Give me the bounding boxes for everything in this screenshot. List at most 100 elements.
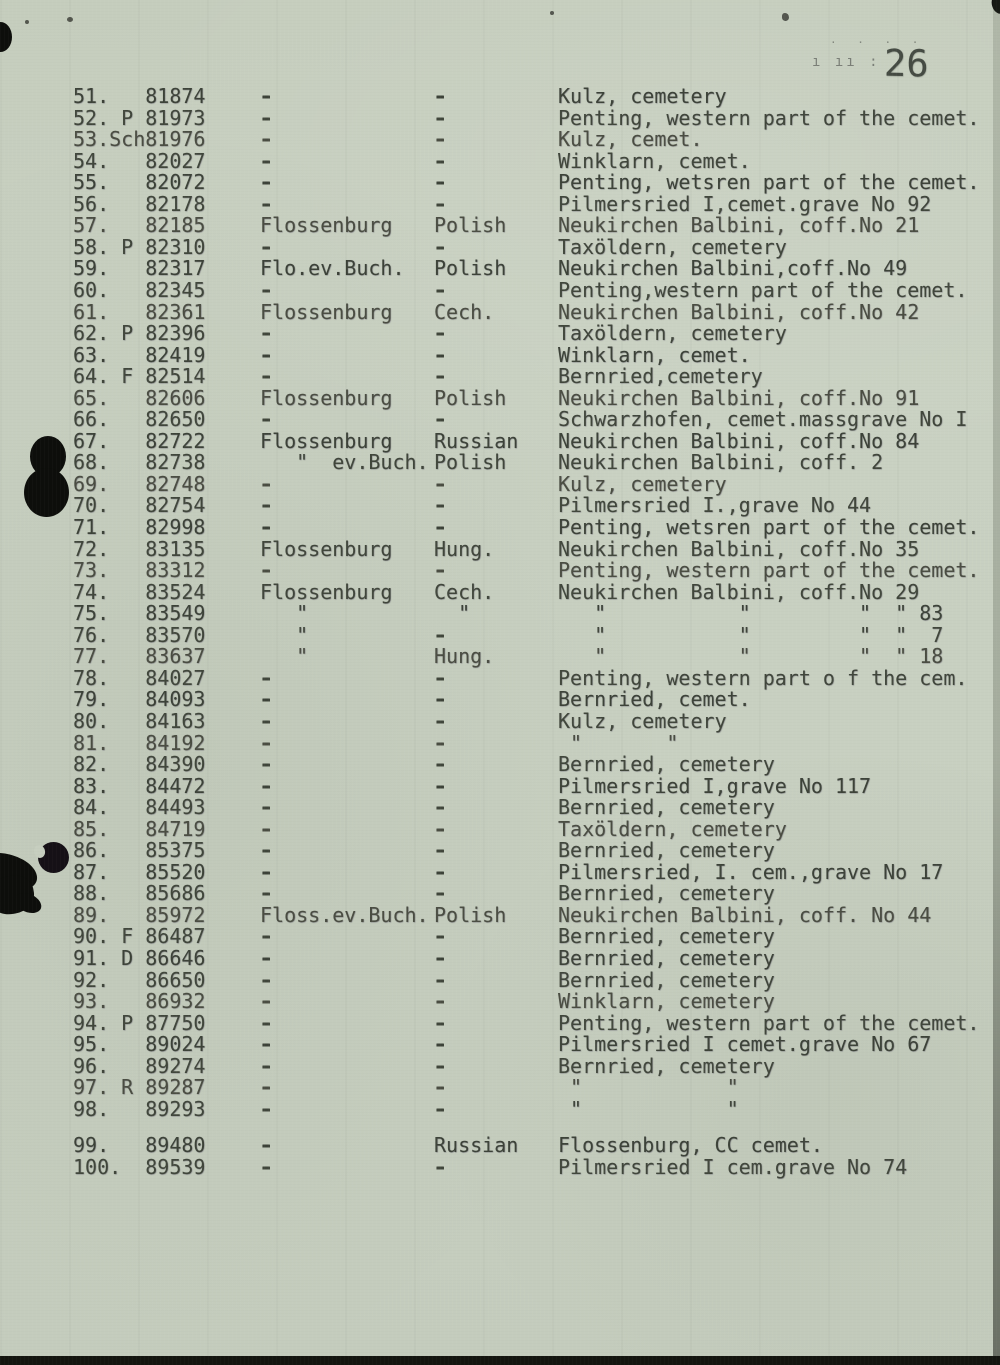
camp-column-value: - (260, 859, 273, 884)
nationality-column-value: - (434, 924, 447, 949)
row-number-and-prisoner-id: 88. 85686 (73, 881, 206, 906)
table-row: 71. 82998 - - Penting, wetsren part of t… (0, 517, 1000, 539)
camp-column-value: - (260, 321, 273, 346)
paper-speck (25, 20, 29, 24)
nationality-column-value: - (434, 515, 447, 539)
row-number-and-prisoner-id: 52. P 81973 (73, 105, 206, 130)
row-number-and-prisoner-id: 59. 82317 (73, 256, 206, 281)
camp-column-value: - (260, 493, 273, 518)
paper-speck (550, 11, 554, 15)
burial-location-column-value: " " " " 18 (558, 644, 944, 669)
burial-location-column-value: Neukirchen Balbini, coff.No 42 (558, 299, 920, 324)
faint-dots-mark: . . . . (830, 33, 926, 46)
row-number-and-prisoner-id: 96. 89274 (73, 1053, 206, 1078)
row-number-and-prisoner-id: 94. P 87750 (73, 1010, 206, 1035)
table-row: 53.Sch81976 - - Kulz, cemet. (0, 129, 1000, 151)
nationality-column-value: - (434, 752, 447, 777)
table-row: 61. 82361 Flossenburg Cech. Neukirchen B… (0, 299, 1000, 324)
table-row: 98. 89293 - - " " (0, 1096, 1000, 1121)
burial-location-column-value: Penting, western part o f the cem. (558, 665, 968, 690)
camp-column-value: - (260, 687, 273, 712)
table-row: 70. 82754 - - Pilmersried I.,grave No 44 (0, 495, 1000, 517)
burial-location-column-value: Schwarzhofen, cemet.massgrave No I (558, 407, 968, 432)
nationality-column-value: - (434, 1154, 447, 1179)
row-number-and-prisoner-id: 92. 86650 (73, 967, 206, 992)
camp-column-value: - (260, 558, 273, 583)
burial-location-column-value: " " (558, 1096, 739, 1121)
table-row: 51. 81874 - - Kulz, cemetery (0, 86, 1000, 108)
camp-column-value: - (260, 1053, 273, 1078)
nationality-column-value: - (434, 1096, 447, 1121)
burial-location-column-value: Winklarn, cemet. (558, 148, 751, 173)
nationality-column-value: Polish (434, 256, 507, 281)
table-row: 65. 82606 Flossenburg Polish Neukirchen … (0, 385, 1000, 410)
camp-column-value: " ev.Buch. (260, 450, 429, 475)
table-row: 54. 82027 - - Winklarn, cemet. (0, 148, 1000, 173)
burial-location-column-value: Penting, wetsren part of the cemet. (558, 515, 980, 539)
camp-column-value: - (260, 708, 273, 733)
camp-column-value: - (260, 1032, 273, 1057)
table-row: 64. F 82514 - - Bernried,cemetery (0, 366, 1000, 388)
nationality-column-value: - (434, 773, 447, 798)
camp-column-value: - (260, 1133, 273, 1158)
nationality-column-value: - (434, 105, 447, 130)
row-number-and-prisoner-id: 68. 82738 (73, 450, 206, 475)
camp-column-value: - (260, 515, 273, 539)
camp-column-value: Flossenburg (260, 428, 393, 453)
row-number-and-prisoner-id: 66. 82650 (73, 407, 206, 432)
nationality-column-value: Cech. (434, 579, 495, 604)
burial-location-column-value: Neukirchen Balbini, coff.No 35 (558, 536, 920, 561)
table-row: 95. 89024 - - Pilmersried I cemet.grave … (0, 1034, 1000, 1056)
burial-location-column-value: " " " " 7 (558, 622, 944, 647)
camp-column-value: - (260, 924, 273, 949)
row-number-and-prisoner-id: 91. D 86646 (73, 946, 206, 970)
burial-location-column-value: Pilmersried I,cemet.grave No 92 (558, 191, 932, 216)
camp-column-value: - (260, 148, 273, 173)
burial-location-column-value: Pilmersried, I. cem.,grave No 17 (558, 859, 944, 884)
row-number-and-prisoner-id: 61. 82361 (73, 299, 206, 324)
burial-location-column-value: Winklarn, cemetery (558, 989, 775, 1014)
row-number-and-prisoner-id: 83. 84472 (73, 773, 206, 798)
row-number-and-prisoner-id: 65. 82606 (73, 385, 206, 410)
row-number-and-prisoner-id: 85. 84719 (73, 816, 206, 841)
row-number-and-prisoner-id: 53.Sch81976 (73, 127, 206, 152)
table-row: 60. 82345 - - Penting,western part of th… (0, 279, 1000, 302)
row-number-and-prisoner-id: 98. 89293 (73, 1096, 206, 1121)
camp-column-value: - (260, 105, 273, 130)
camp-column-value: Flossenburg (260, 385, 393, 410)
camp-column-value: - (260, 838, 273, 863)
table-row: 77. 83637 " Hung. " " " " 18 (0, 646, 1000, 668)
row-number-and-prisoner-id: 67. 82722 (73, 428, 206, 453)
burial-location-column-value: Taxöldern, cemetery (558, 234, 787, 259)
row-number-and-prisoner-id: 63. 82419 (73, 342, 206, 367)
table-row: 82. 84390 - - Bernried, cemetery (0, 754, 1000, 776)
table-row: 55. 82072 - - Penting, wetsren part of t… (0, 172, 1000, 194)
burial-location-column-value: Neukirchen Balbini, coff.No 29 (558, 579, 920, 604)
nationality-column-value: - (434, 946, 447, 970)
nationality-column-value: - (434, 558, 447, 583)
burial-location-column-value: Taxöldern, cemetery (558, 321, 787, 346)
row-number-and-prisoner-id: 99. 89480 (73, 1133, 206, 1158)
burial-location-column-value: Penting, western part of the cemet. (558, 1010, 980, 1035)
table-row: 78. 84027 - - Penting, western part o f … (0, 665, 1000, 690)
row-number-and-prisoner-id: 71. 82998 (73, 515, 206, 539)
camp-column-value: - (260, 795, 273, 820)
table-row: 59. 82317 Flo.ev.Buch. Polish Neukirchen… (0, 258, 1000, 280)
ink-blot-top-left-edge (0, 22, 12, 52)
table-row: 66. 82650 - - Schwarzhofen, cemet.massgr… (0, 409, 1000, 431)
burial-location-column-value: Bernried, cemet. (558, 687, 751, 712)
burial-location-column-value: Neukirchen Balbini, coff. 2 (558, 450, 884, 475)
camp-column-value: - (260, 730, 273, 755)
burial-location-column-value: Pilmersried I cemet.grave No 67 (558, 1032, 932, 1057)
row-number-and-prisoner-id: 76. 83570 (73, 622, 206, 647)
nationality-column-value: - (434, 622, 447, 647)
nationality-column-value: - (434, 816, 447, 841)
camp-column-value: " (260, 644, 309, 669)
burial-location-column-value: Kulz, cemetery (558, 471, 727, 496)
table-row: 80. 84163 - - Kulz, cemetery (0, 708, 1000, 733)
nationality-column-value: Polish (434, 902, 507, 927)
burial-location-column-value: Bernried, cemetery (558, 838, 775, 863)
row-number-and-prisoner-id: 58. P 82310 (73, 234, 206, 259)
